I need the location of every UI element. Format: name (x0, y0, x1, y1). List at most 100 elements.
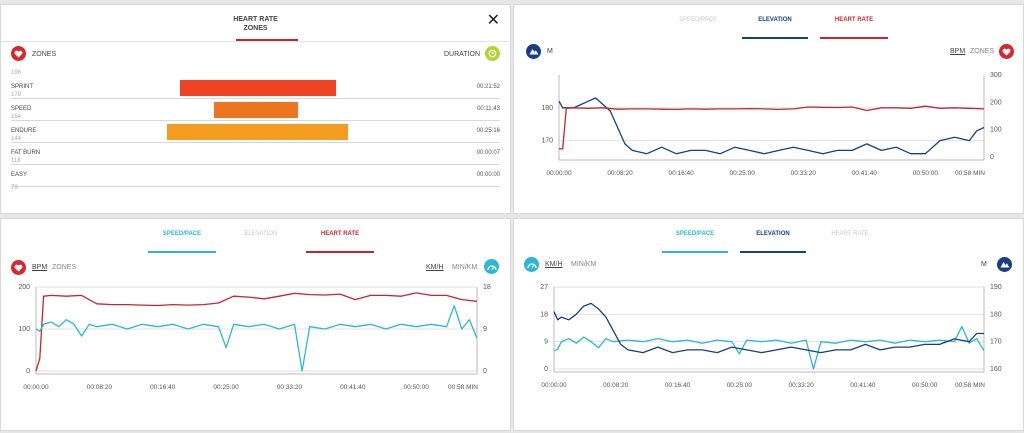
zone-row: FAT BURN 118 00:00:07 (11, 143, 500, 165)
zone-duration: 00:00:00 (476, 172, 500, 178)
series-line-elevation (558, 97, 985, 155)
speed-heart-rate-chart: 200 100 0 18 9 0 00:00:00 00:08:20 00:16:40 00:25… (18, 284, 491, 391)
x-tick-label: 00:58 MIN (448, 384, 478, 391)
zone-bar (180, 80, 337, 96)
kmh-unit-toggle[interactable]: KM/H (545, 261, 563, 268)
minkm-unit-toggle[interactable]: MIN/KM (571, 261, 597, 268)
y-tick-label-left: 170 (541, 138, 553, 145)
bpm-unit-toggle[interactable]: BPM (950, 48, 966, 55)
x-tick-label: 00:58 MIN (955, 170, 985, 177)
x-tick-label: 00:08:20 (607, 170, 633, 177)
x-tick-label: 00:50:00 (912, 382, 938, 389)
y-tick-label-right: 160 (990, 366, 1002, 373)
y-tick-label-left: 0 (544, 366, 548, 373)
y-tick-label-right: 100 (990, 127, 1002, 134)
heart-rate-zones-panel: HEART RATE ZONES ✕ ZONES DURATION 196 SP… (0, 4, 511, 214)
zone-name: SPRINT (11, 84, 34, 90)
series-line-heart-rate (35, 292, 478, 372)
close-button[interactable]: ✕ (486, 12, 500, 29)
tab-bar: SPEED/PACE ELEVATION HEART RATE (1, 229, 510, 259)
y-tick-label-left: 18 (540, 311, 548, 318)
zone-name: FAT BURN (11, 150, 41, 156)
y-tick-label-right: 18 (483, 284, 491, 291)
x-tick-label: 00:50:00 (404, 384, 430, 391)
zones-unit-toggle[interactable]: ZONES (52, 264, 77, 271)
x-tick-label: 00:25:00 (730, 170, 756, 177)
y-tick-label-right: 170 (990, 339, 1002, 346)
y-tick-label-right: 180 (990, 311, 1002, 318)
zone-bar (166, 124, 348, 140)
elevation-heart-rate-panel: SPEED/PACE ELEVATION HEART RATE M BPM ZO… (513, 4, 1024, 214)
x-tick-label: 00:58 MIN (955, 382, 985, 389)
zone-duration: 00:11:43 (477, 106, 500, 112)
y-tick-label-left: 200 (18, 284, 30, 291)
series-line-elevation (553, 302, 984, 354)
elevation-unit: M (547, 48, 553, 55)
zone-bar (214, 102, 298, 118)
tab-speed-pace[interactable]: SPEED/PACE (662, 231, 728, 253)
x-tick-label: 00:16:40 (665, 382, 691, 389)
y-tick-label-left: 27 (540, 284, 548, 291)
tab-heart-rate[interactable]: HEART RATE (306, 231, 374, 253)
heart-rate-icon (11, 46, 26, 61)
y-tick-label-right: 200 (990, 99, 1002, 106)
zones-label: ZONES (32, 51, 57, 58)
x-tick-label: 00:41:40 (852, 170, 878, 177)
zone-bound: 164 (11, 114, 22, 120)
speedometer-icon (524, 257, 539, 272)
zone-bound: 144 (11, 136, 22, 142)
x-tick-label: 00:00:00 (23, 384, 49, 391)
x-tick-label: 00:41:40 (850, 382, 876, 389)
y-tick-label-left: 9 (544, 339, 548, 346)
y-tick-label-right: 0 (483, 368, 487, 375)
elevation-icon (997, 257, 1012, 272)
zone-name: SPEED (11, 106, 32, 112)
x-tick-label: 00:33:20 (277, 384, 303, 391)
speedometer-icon (484, 259, 499, 274)
elevation-heart-rate-chart: 180 170 300 200 100 0 00:00:00 00:08:20 00:16:40… (541, 72, 1002, 177)
zone-bottom-bound: 79 (11, 185, 18, 191)
speed-elevation-panel: SPEED/PACE ELEVATION HEART RATE KM/H MIN… (513, 218, 1024, 431)
y-tick-label-right: 300 (990, 72, 1002, 79)
x-tick-label: 00:00:00 (541, 382, 567, 389)
tab-speed-pace[interactable]: SPEED/PACE (148, 231, 216, 253)
x-tick-label: 00:41:40 (340, 384, 366, 391)
zone-row: ENDURE 144 00:25:16 (11, 121, 500, 143)
zones-unit-toggle[interactable]: ZONES (970, 48, 995, 55)
y-tick-label-left: 0 (26, 368, 30, 375)
tab-heart-rate[interactable]: HEART RATE (831, 231, 869, 237)
zones-panel-title: HEART RATE ZONES (1, 15, 510, 33)
y-tick-label-right: 190 (990, 284, 1002, 291)
zone-bound: 118 (11, 158, 21, 164)
series-line-speed-pace (553, 325, 985, 370)
y-tick-label-right: 9 (483, 326, 487, 333)
zone-name: ENDURE (11, 128, 37, 134)
zone-top-bound: 196 (11, 70, 22, 76)
zones-title-line2: ZONES (243, 25, 268, 32)
bpm-unit-toggle[interactable]: BPM (32, 264, 48, 271)
speed-elevation-chart: 27 18 9 0 190 180 170 160 00:00:00 00:08:20 00:16:… (540, 284, 1002, 389)
tab-elevation[interactable]: ELEVATION (742, 17, 808, 39)
elevation-icon (526, 44, 541, 59)
duration-label: DURATION (444, 51, 481, 58)
tab-heart-rate[interactable]: HEART RATE (820, 17, 888, 39)
tab-elevation[interactable]: ELEVATION (740, 231, 806, 253)
zone-row: SPEED 164 00:11:43 (11, 99, 500, 121)
tab-elevation[interactable]: ELEVATION (244, 231, 278, 237)
y-tick-label-right: 0 (990, 154, 994, 161)
zone-duration: 00:00:07 (476, 150, 500, 156)
heart-rate-icon (999, 44, 1014, 59)
tab-bar: SPEED/PACE ELEVATION HEART RATE (514, 15, 1023, 45)
minkm-unit-toggle[interactable]: MIN/KM (452, 264, 478, 271)
zone-duration: 00:25:16 (476, 128, 500, 134)
zone-row: EASY 00:00:00 (11, 165, 500, 187)
zone-bound: 179 (11, 92, 22, 98)
heart-rate-icon (11, 260, 26, 275)
x-tick-label: 00:00:00 (546, 170, 572, 177)
tab-bar: SPEED/PACE ELEVATION HEART RATE (514, 229, 1023, 259)
active-tab-underline (236, 39, 298, 41)
zone-duration: 00:21:52 (476, 84, 500, 90)
tab-speed-pace[interactable]: SPEED/PACE (679, 17, 717, 23)
kmh-unit-toggle[interactable]: KM/H (426, 264, 444, 271)
x-tick-label: 00:50:00 (913, 170, 939, 177)
